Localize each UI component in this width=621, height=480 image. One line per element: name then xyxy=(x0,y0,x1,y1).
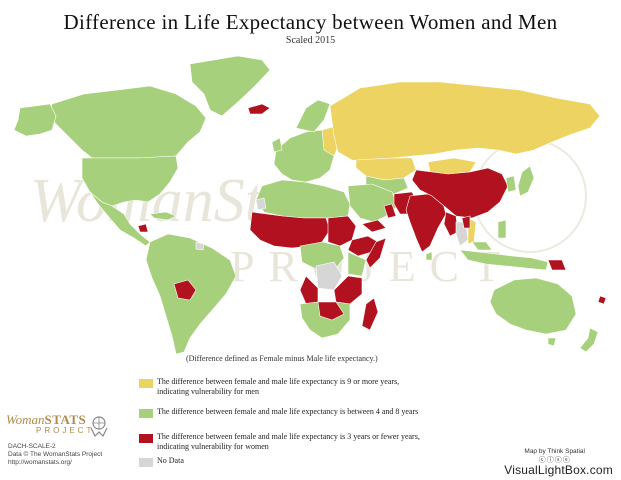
legend-label-high-line2: indicating vulnerability for men xyxy=(157,387,259,396)
legend-label-nodata: No Data xyxy=(157,456,184,465)
logo-name-part2: STATS xyxy=(44,412,87,427)
country-greenland xyxy=(189,55,271,117)
legend-swatch-high xyxy=(139,379,153,388)
country-oman xyxy=(383,203,397,219)
country-western-sahara xyxy=(255,197,267,211)
country-papua-new-guinea xyxy=(547,259,567,271)
caribbean xyxy=(149,211,177,221)
definition-note: (Difference defined as Female minus Male… xyxy=(186,354,378,363)
legend-label-mid: The difference between female and male l… xyxy=(157,407,419,416)
country-philippines xyxy=(497,219,507,239)
world-map-svg: WomanStats PROJECT xyxy=(13,55,607,355)
country-china xyxy=(411,167,509,219)
country-guatemala xyxy=(137,223,149,233)
legend-swatch-mid xyxy=(139,409,153,418)
legend-swatch-low xyxy=(139,434,153,443)
hands-globe-icon xyxy=(90,416,108,438)
country-drc xyxy=(315,261,343,291)
country-australia xyxy=(489,277,577,335)
country-indonesia xyxy=(459,249,549,271)
logo-name-part1: Woman xyxy=(6,412,45,427)
country-bolivia xyxy=(173,279,197,301)
map-subtitle: Scaled 2015 xyxy=(285,35,336,46)
site-watermark[interactable]: VisualLightBox.com xyxy=(504,463,613,477)
legend-swatch-nodata xyxy=(139,458,153,467)
country-canada xyxy=(47,85,207,159)
country-madagascar xyxy=(361,297,379,331)
country-laos xyxy=(461,215,471,229)
country-somalia xyxy=(365,237,387,269)
country-tasmania xyxy=(547,337,557,347)
country-french-guiana xyxy=(195,241,205,251)
country-mongolia xyxy=(427,157,477,175)
credits: DACH-SCALE-2 Data © The WomanStats Proje… xyxy=(8,443,102,467)
country-russia xyxy=(329,81,601,163)
country-yemen xyxy=(361,219,387,233)
logo-project: PROJECT xyxy=(36,426,95,435)
country-alaska xyxy=(13,103,57,137)
world-map: WomanStats PROJECT xyxy=(0,46,621,356)
maker-label: Map by Think Spatial xyxy=(524,448,585,455)
legend-label-low-line1: The difference between female and male l… xyxy=(157,432,420,441)
map-maker: Map by Think Spatial ⓒⓘⓢⓔ xyxy=(524,448,585,465)
country-mozambique xyxy=(317,301,345,321)
country-kazakhstan xyxy=(355,157,417,181)
country-sri-lanka xyxy=(425,251,433,261)
country-uk xyxy=(271,137,283,153)
country-new-zealand xyxy=(579,327,599,353)
region-scandinavia xyxy=(295,99,331,133)
credit-url[interactable]: http://womanstats.org/ xyxy=(8,459,72,466)
womanstats-logo[interactable]: WomanSTATS PROJECT xyxy=(6,412,126,435)
map-title: Difference in Life Expectancy between Wo… xyxy=(63,10,558,34)
country-malaysia xyxy=(471,241,493,251)
pacific-islands xyxy=(597,295,607,305)
region-middle-east xyxy=(347,183,399,223)
country-myanmar xyxy=(443,211,459,237)
credit-code: DACH-SCALE-2 xyxy=(8,443,56,450)
license-icons: ⓒⓘⓢⓔ xyxy=(538,457,571,464)
credit-data: Data © The WomanStats Project xyxy=(8,451,103,458)
legend-label-low-line2: indicating vulnerability for women xyxy=(157,442,269,451)
region-europe xyxy=(273,129,335,183)
country-japan xyxy=(517,165,535,197)
country-korea xyxy=(505,175,517,193)
region-north-africa xyxy=(255,179,351,219)
country-iceland xyxy=(247,103,271,115)
legend-label-high-line1: The difference between female and male l… xyxy=(157,377,400,386)
country-kenya xyxy=(347,251,367,277)
